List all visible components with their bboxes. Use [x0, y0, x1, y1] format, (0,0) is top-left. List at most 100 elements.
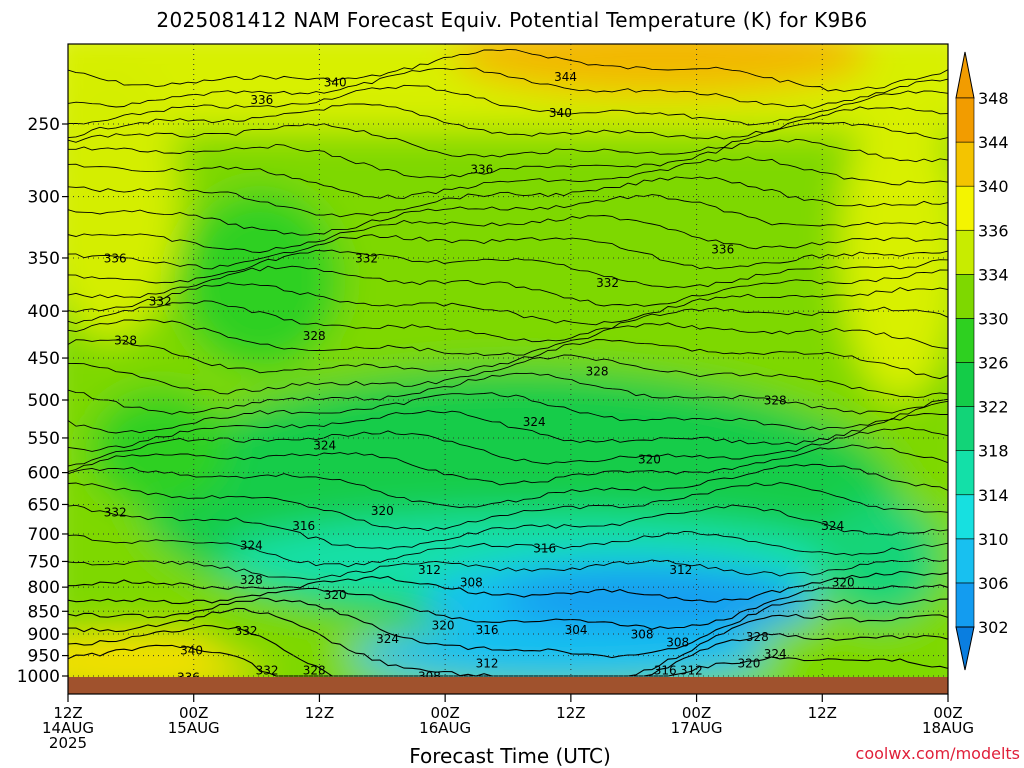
fill-region-7 [90, 390, 230, 510]
contour-label: 332 [256, 663, 279, 677]
colorbar-segment [955, 362, 975, 407]
contour-label: 320 [737, 657, 760, 671]
contour-label: 328 [303, 329, 326, 343]
contour-line [68, 427, 948, 467]
colorbar-segment [955, 229, 975, 275]
x-tick-label: 12Z [556, 704, 585, 722]
colorbar-segment [955, 582, 975, 628]
fill-region-11 [350, 625, 770, 685]
contour-label: 312 [476, 657, 499, 671]
colorbar-label: 314 [978, 486, 1009, 505]
contour-line [68, 482, 948, 532]
x-tick-label: 14AUG [42, 719, 94, 737]
contour-label: 312 [680, 663, 703, 677]
x-tick-label: 12Z [305, 704, 334, 722]
contour-label: 328 [586, 365, 609, 379]
colorbar-segment [955, 318, 975, 363]
fill-region-4 [840, 100, 948, 400]
y-tick-label: 800 [28, 578, 60, 598]
contour-label: 328 [240, 573, 263, 587]
y-tick-label: 650 [28, 495, 60, 515]
x-tick-label: 12Z [808, 704, 837, 722]
fill-region-10 [500, 570, 800, 630]
contour-line [68, 463, 948, 508]
contour-line [68, 138, 948, 179]
colorbar-segment [955, 274, 975, 319]
x-tick-label: 18AUG [922, 719, 974, 737]
y-tick-label: 400 [28, 302, 60, 322]
contour-label: 316 [476, 623, 499, 637]
colorbar-label: 318 [978, 442, 1009, 461]
contour-label: 340 [180, 644, 203, 658]
contour-label: 332 [596, 276, 619, 290]
contour-label: 320 [832, 576, 855, 590]
y-tick-label: 1000 [17, 667, 60, 687]
colorbar-label: 322 [978, 398, 1009, 417]
contour-line [68, 156, 948, 199]
y-tick-label: 300 [28, 188, 60, 208]
contour-label: 332 [104, 505, 127, 519]
contour-label: 324 [313, 439, 336, 453]
contour-label: 324 [376, 632, 399, 646]
colorbar-segment [955, 494, 975, 540]
contour-line [68, 530, 948, 568]
contour-label: 332 [149, 295, 172, 309]
x-tick-label: 00Z [430, 704, 459, 722]
y-tick-label: 350 [28, 249, 60, 269]
contour-label: 328 [764, 394, 787, 408]
contour-line [68, 265, 948, 307]
contour-line [68, 300, 948, 343]
contour-label: 336 [470, 163, 493, 177]
x-tick-label: 15AUG [168, 719, 220, 737]
contour-line [68, 444, 948, 486]
contour-label: 312 [418, 563, 441, 577]
contour-label: 332 [355, 251, 378, 265]
colorbar-segment [955, 141, 975, 187]
ground-surface [68, 677, 948, 694]
y-tick-label: 250 [28, 115, 60, 135]
plot-area [68, 44, 948, 694]
contour-label: 336 [250, 93, 273, 107]
contour-line [68, 504, 948, 550]
contour-line [68, 570, 948, 603]
y-tick-label: 950 [28, 647, 60, 667]
y-tick-label: 900 [28, 625, 60, 645]
contour-line [68, 48, 948, 92]
x-tick-label: 17AUG [671, 719, 723, 737]
contour-lines [68, 48, 948, 677]
contour-line [68, 597, 948, 659]
contour-line [68, 176, 948, 218]
contour-line [68, 249, 948, 288]
contour-label: 340 [549, 106, 572, 120]
contour-line [68, 234, 948, 270]
y-tick-label: 600 [28, 464, 60, 484]
colorbar-segment [955, 450, 975, 496]
gridlines [68, 44, 948, 694]
contour-line [68, 84, 948, 126]
credit-link[interactable]: coolwx.com/modelts [855, 744, 1020, 763]
contour-line [68, 354, 948, 399]
y-tick-label: 850 [28, 602, 60, 622]
contour-label: 344 [554, 70, 577, 84]
colorbar-label: 302 [978, 618, 1009, 637]
contour-label: 320 [432, 619, 455, 633]
x-tick-label: 2025 [49, 734, 87, 752]
fill-region-5 [180, 190, 340, 370]
x-tick-label: 00Z [179, 704, 208, 722]
contour-label: 332 [235, 624, 258, 638]
plot-frame [67, 43, 949, 695]
colorbar-label: 330 [978, 309, 1009, 328]
y-tick-label: 750 [28, 552, 60, 572]
colorbar-label: 344 [978, 133, 1009, 152]
contour-line [68, 215, 948, 253]
fill-region-14 [210, 615, 330, 665]
contour-line [68, 194, 948, 236]
contour-label: 320 [324, 588, 347, 602]
colorbar-bottom-arrow [955, 626, 975, 671]
contour-label: 324 [764, 647, 787, 661]
y-tick-label: 450 [28, 349, 60, 369]
contour-line [68, 584, 948, 630]
contour-label: 324 [523, 415, 546, 429]
contour-label: 320 [371, 504, 394, 518]
